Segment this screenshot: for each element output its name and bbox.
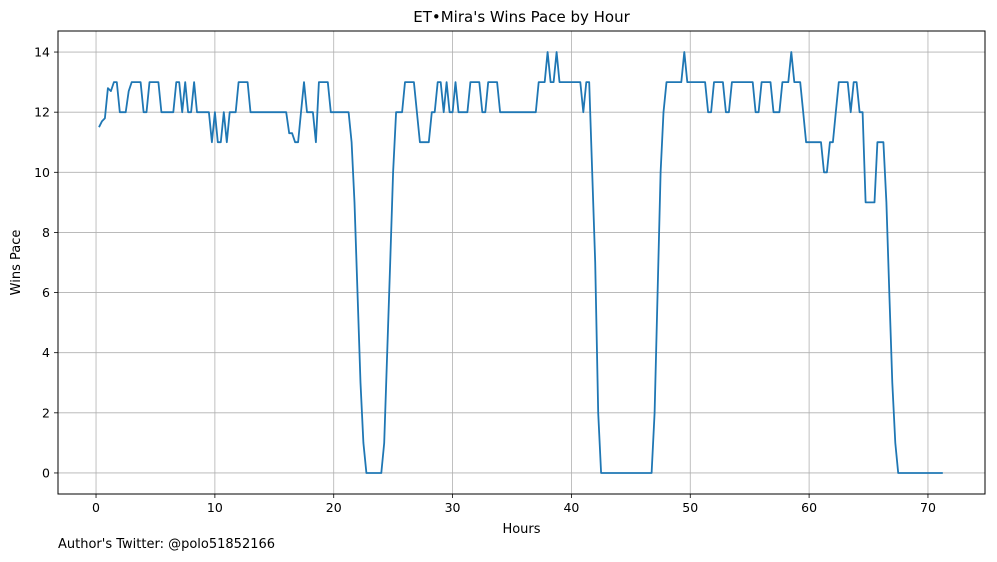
tick-marks [54,51,929,498]
author-credit: Author's Twitter: @polo51852166 [58,537,276,552]
y-tick-label: 6 [42,285,50,300]
chart-title: ET•Mira's Wins Pace by Hour [413,8,630,26]
x-tick-label: 70 [920,500,936,515]
y-tick-label: 10 [34,165,50,180]
y-tick-label: 4 [42,345,50,360]
y-tick-label: 0 [42,465,50,480]
x-tick-label: 10 [207,500,223,515]
y-tick-label: 8 [42,225,50,240]
grid-lines [58,31,985,494]
x-tick-label: 40 [563,500,579,515]
x-tick-label: 60 [801,500,817,515]
y-tick-label: 12 [34,105,50,120]
series-line [98,51,943,474]
y-tick-label: 2 [42,405,50,420]
x-tick-label: 20 [326,500,342,515]
axes-frame [57,30,986,495]
y-tick-label: 14 [34,45,50,60]
x-tick-label: 30 [445,500,461,515]
x-axis-label: Hours [502,522,540,537]
x-tick-label: 50 [682,500,698,515]
x-tick-label: 0 [92,500,100,515]
y-axis-label: Wins Pace [9,230,24,296]
